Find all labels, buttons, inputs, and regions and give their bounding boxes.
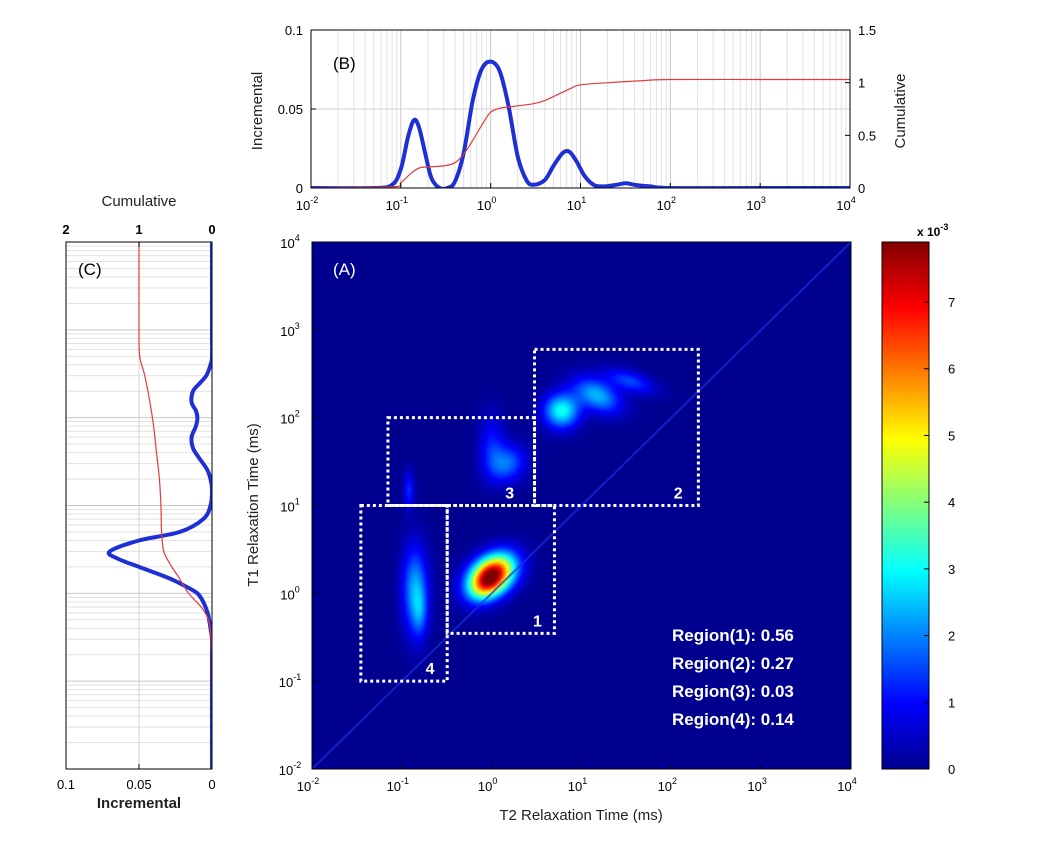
y-tick-label: 10-2 bbox=[279, 760, 301, 778]
colorbar-label: x 10-3 bbox=[917, 222, 948, 239]
x-tick-label: 0.1 bbox=[57, 777, 75, 792]
x-tick-label: 104 bbox=[837, 776, 856, 794]
colorbar: 0 1 2 3 4 5 6 7 x 10-3 bbox=[881, 222, 955, 777]
x-tick-label: 101 bbox=[568, 776, 587, 794]
region-label: 3 bbox=[505, 486, 514, 503]
y-tick-label: 102 bbox=[280, 409, 299, 427]
colorbar-ticks: 0 1 2 3 4 5 6 7 bbox=[924, 295, 955, 777]
x-tick-label: 100 bbox=[477, 195, 496, 213]
y2-tick-label: 1 bbox=[858, 76, 865, 91]
region-label: 4 bbox=[426, 661, 435, 678]
x-tick-label: 103 bbox=[747, 776, 766, 794]
colorbar-gradient bbox=[881, 241, 930, 770]
region-fractions: Region(1): 0.56 Region(2): 0.27 Region(3):… bbox=[672, 626, 794, 729]
region-box bbox=[386, 416, 537, 507]
x-tick-label: 10-2 bbox=[296, 195, 318, 213]
colorbar-tick-label: 2 bbox=[948, 629, 955, 644]
x-tick-label: 0.05 bbox=[126, 777, 151, 792]
panel-b-y2label: Cumulative bbox=[892, 73, 909, 148]
x-tick-label: 102 bbox=[658, 776, 677, 794]
heatmap-ylabel: T1 Relaxation Time (ms) bbox=[245, 423, 262, 586]
y-tick-label: 104 bbox=[280, 233, 299, 251]
x2-tick-label: 2 bbox=[62, 222, 69, 237]
x-tick-label: 100 bbox=[478, 776, 497, 794]
colorbar-tick-label: 1 bbox=[948, 695, 955, 710]
x-tick-label: 10-1 bbox=[387, 776, 409, 794]
y2-tick-label: 1.5 bbox=[858, 23, 876, 38]
x-tick-label: 0 bbox=[208, 777, 215, 792]
colorbar-tick-label: 5 bbox=[948, 428, 955, 443]
panel-b-label: (B) bbox=[333, 54, 356, 73]
y-tick-label: 0 bbox=[296, 181, 303, 196]
y2-tick-label: 0 bbox=[858, 181, 865, 196]
x-tick-label: 10-2 bbox=[297, 776, 319, 794]
panel-c-x2label: Cumulative bbox=[101, 193, 176, 210]
heatmap-xlabel: T2 Relaxation Time (ms) bbox=[499, 807, 662, 824]
panel-b-ylabel: Incremental bbox=[249, 72, 266, 150]
region-label: 2 bbox=[674, 486, 683, 503]
y-tick-label: 100 bbox=[280, 584, 299, 602]
y-tick-label: 103 bbox=[280, 321, 299, 339]
x-tick-label: 104 bbox=[836, 195, 855, 213]
region-label: 1 bbox=[533, 613, 542, 630]
x-tick-label: 103 bbox=[746, 195, 765, 213]
heatmap-ticks: 10-210-2 10-1 10-1 100 100 101 101 102 102 103 103… bbox=[279, 233, 857, 794]
heatmap-regions: 1 2 3 4 bbox=[359, 347, 700, 683]
panel-c-ticks: 0.1 0.05 0 2 1 0 bbox=[57, 222, 216, 792]
y-tick-label: 101 bbox=[280, 497, 299, 515]
panel-c-cumulative-line bbox=[138, 242, 212, 769]
region-fraction: Region(2): 0.27 bbox=[672, 654, 794, 673]
panel-c-label: (C) bbox=[78, 260, 102, 279]
colorbar-tick-label: 6 bbox=[948, 362, 955, 377]
x-tick-label: 10-1 bbox=[386, 195, 408, 213]
colorbar-tick-label: 0 bbox=[948, 762, 955, 777]
region-box bbox=[533, 347, 700, 508]
x2-tick-label: 1 bbox=[135, 222, 142, 237]
panel-b-cumulative-line bbox=[311, 78, 850, 188]
panel-b: 10-2 10-1 100 101 102 103 10400.050.100.511.5 … bbox=[249, 23, 909, 213]
x-tick-label: 102 bbox=[657, 195, 676, 213]
y-tick-label: 10-1 bbox=[279, 672, 301, 690]
region-box bbox=[445, 504, 556, 635]
heatmap-plot-area: 1 2 3 4 bbox=[312, 242, 851, 769]
region-fraction: Region(3): 0.03 bbox=[672, 682, 794, 701]
x-tick-label: 101 bbox=[567, 195, 586, 213]
region-fraction: Region(4): 0.14 bbox=[672, 710, 794, 729]
colorbar-tick-label: 4 bbox=[948, 495, 955, 510]
panel-c-xlabel: Incremental bbox=[97, 795, 181, 812]
y-tick-label: 0.1 bbox=[285, 23, 303, 38]
panel-b-incremental-line bbox=[311, 59, 850, 188]
y-tick-label: 0.05 bbox=[278, 102, 303, 117]
colorbar-tick-label: 3 bbox=[948, 562, 955, 577]
region-box bbox=[359, 504, 449, 683]
colorbar-tick-label: 7 bbox=[948, 295, 955, 310]
panel-a-label: (A) bbox=[333, 260, 356, 279]
panel-c: 0.1 0.05 0 2 1 0 (C) Cumulative Incremental bbox=[57, 193, 216, 812]
panel-b-plot-area bbox=[311, 59, 850, 188]
x2-tick-label: 0 bbox=[208, 222, 215, 237]
region-fraction: Region(1): 0.56 bbox=[672, 626, 794, 645]
y2-tick-label: 0.5 bbox=[858, 128, 876, 143]
